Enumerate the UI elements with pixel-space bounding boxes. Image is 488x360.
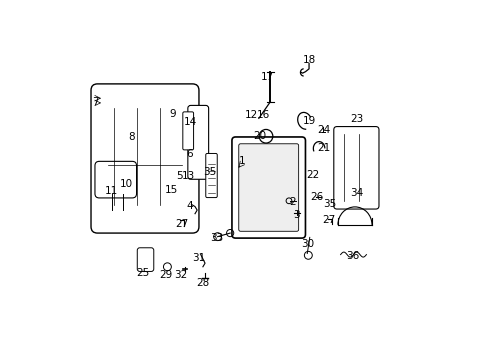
Text: 6: 6 <box>186 149 193 159</box>
Text: 24: 24 <box>317 125 330 135</box>
Text: 31: 31 <box>192 253 205 263</box>
FancyBboxPatch shape <box>231 137 305 238</box>
Text: 30: 30 <box>300 239 313 249</box>
Text: 36: 36 <box>346 251 359 261</box>
FancyBboxPatch shape <box>238 144 298 231</box>
Text: 17: 17 <box>261 72 274 82</box>
Text: 25: 25 <box>137 267 150 278</box>
Text: 12: 12 <box>244 110 257 120</box>
FancyBboxPatch shape <box>91 84 199 233</box>
FancyBboxPatch shape <box>95 161 136 198</box>
Text: 23: 23 <box>349 114 362 124</box>
Text: 14: 14 <box>183 117 196 127</box>
Text: 28: 28 <box>196 278 209 288</box>
FancyBboxPatch shape <box>333 127 378 209</box>
Text: 22: 22 <box>306 170 319 180</box>
Text: 20: 20 <box>252 131 265 141</box>
FancyBboxPatch shape <box>205 153 217 198</box>
Text: 3: 3 <box>293 210 299 220</box>
Text: 9: 9 <box>169 109 176 119</box>
Text: 18: 18 <box>303 55 316 65</box>
Text: 33: 33 <box>209 233 223 243</box>
Text: 27: 27 <box>322 215 335 225</box>
FancyBboxPatch shape <box>183 112 193 150</box>
Text: 7: 7 <box>91 97 98 107</box>
Text: 15: 15 <box>164 185 177 195</box>
Text: 21: 21 <box>317 143 330 153</box>
Text: 16: 16 <box>256 110 269 120</box>
Text: 2: 2 <box>289 197 296 207</box>
Text: 1: 1 <box>238 156 244 166</box>
Text: 34: 34 <box>349 188 362 198</box>
Text: 35: 35 <box>203 167 216 177</box>
Text: 29: 29 <box>160 270 173 280</box>
Text: 13: 13 <box>182 171 195 181</box>
Text: 26: 26 <box>310 192 323 202</box>
Text: 4: 4 <box>186 201 193 211</box>
Text: 10: 10 <box>120 179 132 189</box>
Text: 8: 8 <box>128 132 135 142</box>
Text: 11: 11 <box>105 186 118 197</box>
Text: 27: 27 <box>175 219 188 229</box>
FancyBboxPatch shape <box>187 105 208 179</box>
FancyBboxPatch shape <box>137 248 153 271</box>
Text: 32: 32 <box>174 270 187 280</box>
Text: 5: 5 <box>176 171 182 181</box>
Text: 35: 35 <box>323 199 336 210</box>
Text: 19: 19 <box>303 116 316 126</box>
